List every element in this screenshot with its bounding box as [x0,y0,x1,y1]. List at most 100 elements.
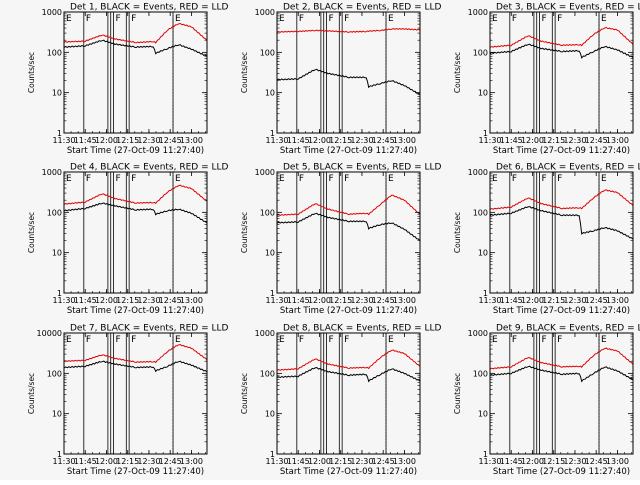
marker-label: F [512,14,517,24]
x-tick-label: 12:30 [350,136,373,145]
x-tick-label: 12:00 [308,296,331,305]
y-tick-label: 10 [265,249,275,258]
x-tick-label: 13:00 [180,457,203,466]
marker-label: E [66,174,72,184]
series-line-events [489,43,634,59]
x-tick-label: 12:15 [542,136,565,145]
marker-label: F [299,335,304,345]
marker-label: F [131,335,136,345]
x-axis-label: Start Time (27-Oct-09 11:27:40) [493,146,630,156]
marker-label: E [601,174,607,184]
x-tick-label: 11:45 [74,296,97,305]
marker-label: F [299,14,304,24]
x-tick-label: 12:15 [542,457,565,466]
marker-label: F [344,14,349,24]
x-tick-label: 12:30 [137,296,160,305]
marker-label: E [388,14,394,24]
y-axis-label: Counts/sec [453,52,462,93]
plot-frame [276,171,421,294]
y-tick-label: 1 [483,289,488,298]
marker-label: F [512,335,517,345]
x-tick-label: 11:30 [478,136,501,145]
y-tick-label: 1000 [255,329,275,338]
x-tick-label: 12:00 [521,136,544,145]
y-tick-label: 1 [270,450,275,459]
x-tick-label: 12:00 [95,136,118,145]
x-tick-label: 13:00 [606,457,629,466]
plot-frame [489,332,634,455]
marker-label: F [542,14,547,24]
x-tick-label: 11:30 [52,296,75,305]
y-tick-label: 1000 [468,8,488,17]
x-tick-label: 12:45 [159,457,182,466]
x-tick-label: 13:00 [606,296,629,305]
x-tick-label: 12:30 [563,296,586,305]
panel-title: Det 8, BLACK = Events, RED = LLD [283,324,442,334]
x-axis-label: Start Time (27-Oct-09 11:27:40) [67,306,204,316]
y-axis-label: Counts/sec [27,212,36,253]
x-tick-label: 11:30 [265,457,288,466]
series-line-events [489,365,634,383]
x-tick-label: 13:00 [180,136,203,145]
marker-label: F [542,335,547,345]
marker-label: E [388,174,394,184]
series-line-lld [489,189,634,210]
x-tick-label: 12:45 [159,136,182,145]
x-axis-label: Start Time (27-Oct-09 11:27:40) [280,306,417,316]
y-tick-label: 100 [473,208,488,217]
x-axis-label: Start Time (27-Oct-09 11:27:40) [493,467,630,477]
marker-label: E [175,14,181,24]
marker-label: F [116,14,121,24]
marker-label: F [329,335,334,345]
x-tick-label: 12:45 [372,457,395,466]
y-axis-label: Counts/sec [240,212,249,253]
marker-label: F [299,174,304,184]
x-tick-label: 12:00 [308,457,331,466]
x-tick-label: 11:45 [287,136,310,145]
x-tick-label: 12:45 [585,136,608,145]
y-axis-label: Counts/sec [453,373,462,414]
panel-title: Det 7, BLACK = Events, RED = LLD [70,324,229,334]
marker-label: E [279,14,285,24]
x-tick-label: 12:45 [585,296,608,305]
y-tick-label: 10 [52,89,62,98]
y-tick-label: 10 [52,410,62,419]
x-tick-label: 13:00 [606,136,629,145]
x-tick-label: 11:30 [52,457,75,466]
y-tick-label: 1 [270,129,275,138]
panel-title: Det 1, BLACK = Events, RED = LLD [70,3,229,13]
y-tick-label: 1000 [255,168,275,177]
x-tick-label: 11:45 [287,457,310,466]
panel-title: Det 9, BLACK = Events, RED = LLD [496,324,640,334]
y-tick-label: 1000 [468,329,488,338]
y-tick-label: 100 [47,48,62,57]
y-tick-label: 10 [478,89,488,98]
panel-title: Det 5, BLACK = Events, RED = LLD [283,163,442,173]
y-tick-label: 1 [270,289,275,298]
x-tick-label: 12:45 [372,296,395,305]
x-axis-label: Start Time (27-Oct-09 11:27:40) [280,467,417,477]
marker-label: E [66,14,72,24]
y-tick-label: 10000 [37,329,62,338]
y-tick-label: 10 [265,410,275,419]
marker-label: E [175,335,181,345]
series-line-events [276,212,421,241]
marker-label: F [344,335,349,345]
marker-label: F [557,174,562,184]
marker-label: E [279,174,285,184]
plot-frame [63,171,208,294]
plot-frame [489,171,634,294]
x-tick-label: 12:00 [521,457,544,466]
panel-title: Det 2, BLACK = Events, RED = LLD [283,3,442,13]
marker-label: E [601,14,607,24]
y-axis-label: Counts/sec [240,52,249,93]
y-tick-label: 1 [483,450,488,459]
x-axis-label: Start Time (27-Oct-09 11:27:40) [493,306,630,316]
plot-frame [276,332,421,455]
marker-label: F [512,174,517,184]
